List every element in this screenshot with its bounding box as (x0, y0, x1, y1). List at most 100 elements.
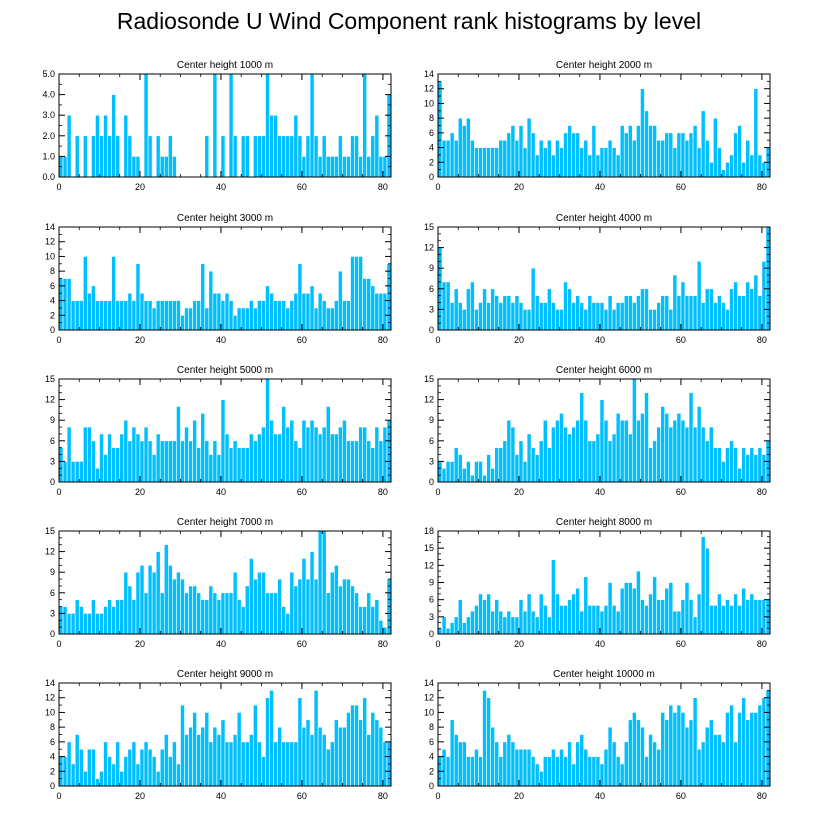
panel-title: Center height 4000 m (556, 213, 652, 224)
histogram-bar (289, 135, 295, 178)
histogram-bar (321, 734, 327, 787)
histogram-bar (579, 610, 585, 635)
histogram-bar (220, 399, 226, 483)
histogram-bar (538, 440, 544, 483)
histogram-bar (478, 302, 483, 331)
histogram-bar (297, 578, 303, 635)
histogram-bar (350, 440, 355, 483)
histogram-bar (220, 300, 226, 331)
histogram-bar (163, 156, 169, 178)
histogram-bar (172, 440, 177, 483)
histogram-bar (135, 156, 141, 178)
histogram-panel: Center height 10000 m 0 20 40 60 80 0 2 4 6 8 10 12 1… (424, 669, 771, 801)
histogram-bar (640, 599, 645, 635)
histogram-bar (551, 559, 556, 635)
histogram-bar (159, 440, 165, 483)
histogram-bar (591, 440, 597, 483)
histogram-bar (289, 741, 295, 787)
histogram-bar (461, 125, 467, 178)
histogram-bar (611, 433, 617, 483)
histogram-bar (761, 161, 767, 178)
histogram-bar (362, 426, 368, 483)
x-tick-label: 80 (757, 182, 767, 192)
histogram-bar (547, 447, 552, 483)
histogram-bar (700, 426, 706, 483)
histogram-bar (366, 734, 372, 787)
histogram-bar (70, 763, 76, 787)
histogram-bar (729, 288, 734, 331)
histogram-bar (236, 712, 242, 787)
histogram-bar (208, 741, 214, 787)
histogram-bar (265, 592, 270, 635)
histogram-bar (168, 440, 173, 483)
y-tick-label: 10 (45, 707, 55, 717)
histogram-bar (583, 309, 589, 331)
histogram-bar (619, 587, 625, 635)
y-tick-label: 12 (424, 693, 434, 703)
histogram-bar (457, 741, 463, 787)
histogram-bar (236, 599, 242, 635)
histogram-bar (644, 288, 649, 331)
histogram-bar (74, 734, 80, 787)
histogram-bar (354, 704, 359, 787)
y-tick-label: 6 (429, 436, 434, 446)
histogram-bar (684, 582, 690, 635)
histogram-bar (700, 741, 706, 787)
histogram-bar (486, 593, 491, 635)
histogram-bar (277, 433, 282, 483)
histogram-bar (733, 132, 738, 178)
histogram-bar (74, 300, 80, 331)
histogram-bar (721, 302, 726, 331)
histogram-bar (62, 461, 68, 483)
histogram-bar (204, 712, 210, 787)
y-tick-label: 2 (50, 766, 55, 776)
histogram-bar (684, 726, 690, 787)
y-tick-label: 0 (50, 477, 55, 487)
histogram-bar (192, 300, 197, 331)
x-tick-label: 20 (514, 335, 524, 345)
y-tick-label: 8 (429, 722, 434, 732)
histogram-bar (313, 426, 319, 483)
histogram-bar (599, 610, 605, 635)
y-tick-label: 1.0 (42, 151, 55, 161)
y-tick-label: 2.0 (42, 131, 55, 141)
histogram-bar (696, 261, 702, 331)
histogram-bar (143, 741, 149, 787)
histogram-bar (155, 551, 161, 635)
x-tick-label: 40 (216, 639, 226, 649)
histogram-bar (334, 565, 339, 635)
histogram-bar (668, 582, 674, 635)
histogram-bar (317, 530, 323, 635)
histogram-bar (257, 433, 262, 483)
histogram-bar (457, 599, 463, 635)
histogram-bar (457, 302, 463, 331)
histogram-bar (176, 300, 181, 331)
x-tick-label: 80 (378, 639, 388, 649)
histogram-bar (717, 593, 722, 635)
histogram-bar (378, 619, 384, 635)
histogram-bar (627, 433, 633, 483)
histogram-bar (526, 593, 532, 635)
histogram-bar (741, 587, 747, 635)
histogram-bar (82, 426, 88, 483)
histogram-bar (559, 147, 564, 178)
histogram-bar (358, 426, 363, 483)
y-tick-label: 3 (429, 304, 434, 314)
histogram-bar (717, 447, 722, 483)
histogram-bar (253, 704, 258, 787)
histogram-bar (542, 605, 548, 635)
histogram-bar (482, 147, 487, 178)
histogram-bar (139, 440, 145, 483)
histogram-bar (753, 712, 759, 787)
histogram-bar (725, 161, 730, 178)
histogram-bar (680, 599, 686, 635)
y-tick-label: 0 (429, 172, 434, 182)
histogram-bar (619, 125, 625, 178)
histogram-bar (232, 135, 238, 178)
histogram-bar (672, 274, 678, 331)
histogram-panel: Center height 6000 m 0 20 40 60 80 0 3 6 9 12 15 (424, 365, 771, 497)
histogram-bar (172, 156, 177, 178)
histogram-bar (192, 585, 197, 635)
histogram-bar (445, 281, 451, 331)
x-tick-label: 40 (595, 791, 605, 801)
